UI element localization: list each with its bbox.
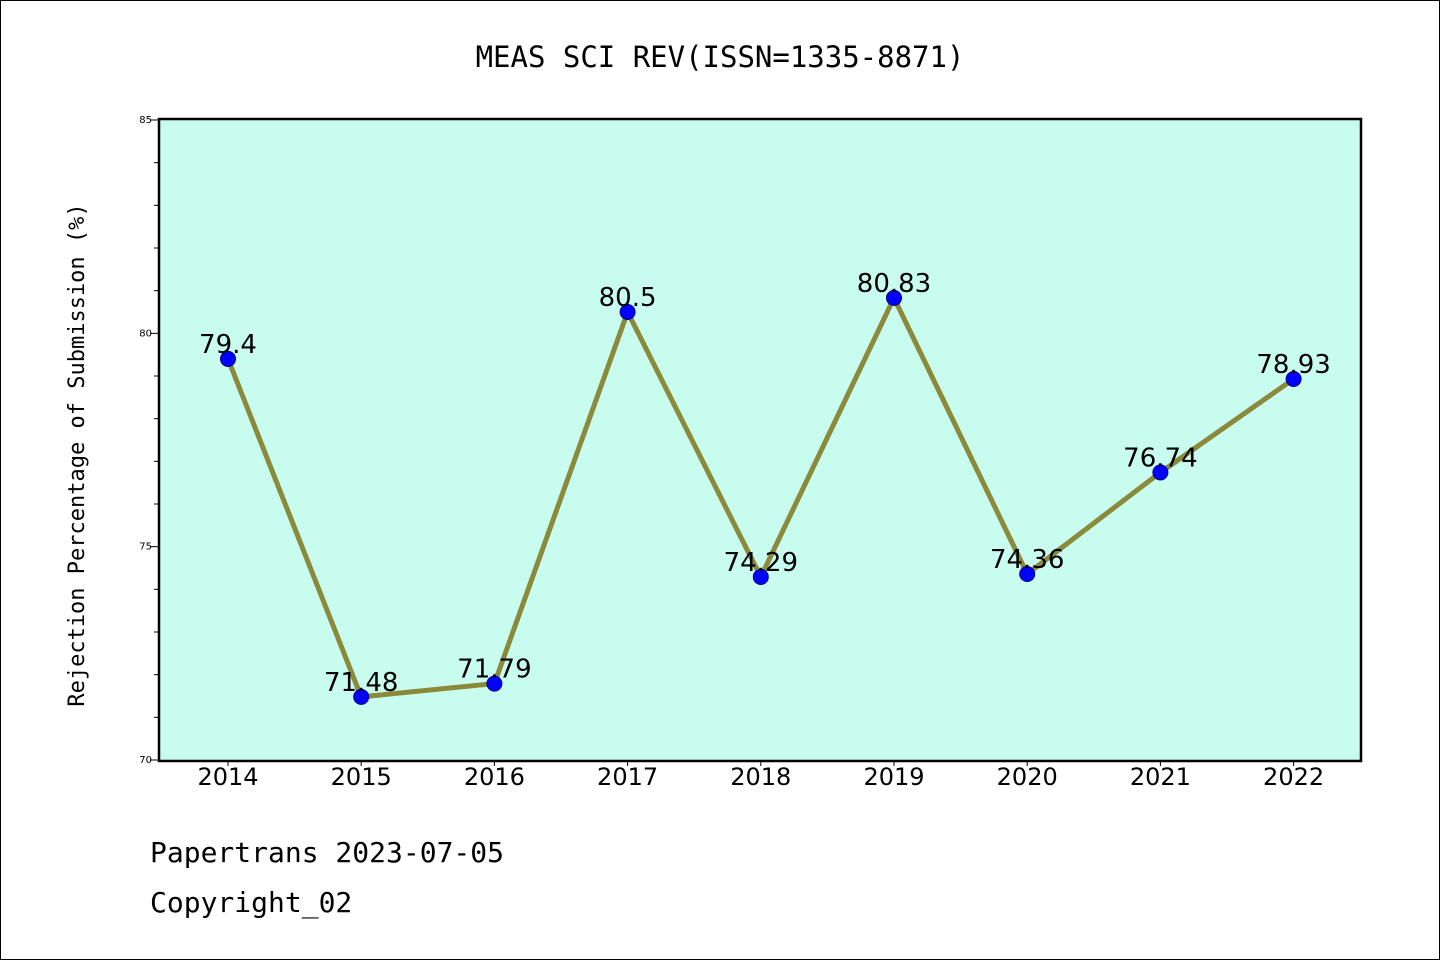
- data-label: 74.36: [990, 545, 1064, 575]
- y-tick-label: 75: [139, 542, 152, 553]
- data-point: [1285, 370, 1302, 387]
- data-label: 71.79: [457, 655, 531, 685]
- data-point: [486, 675, 503, 692]
- data-markers: [220, 289, 1302, 705]
- x-tick-label: 2022: [1263, 763, 1324, 791]
- chart-title: MEAS SCI REV(ISSN=1335-8871): [476, 40, 965, 74]
- x-tick-label: 2020: [997, 763, 1058, 791]
- plot-area: [157, 117, 1363, 763]
- y-axis-ticks: 70 75 80 85: [139, 115, 160, 766]
- x-tick-label: 2014: [197, 763, 258, 791]
- x-tick-label: 2015: [331, 763, 392, 791]
- x-tick-label: 2018: [730, 763, 791, 791]
- x-tick-label: 2016: [464, 763, 525, 791]
- data-labels: 79.4 71.48 71.79 80.5 74.29 80.83 74.36 76.74 78…: [199, 269, 1331, 698]
- data-point: [1019, 565, 1036, 582]
- data-point: [752, 568, 769, 585]
- data-point: [1152, 464, 1169, 481]
- x-tick-label: 2019: [863, 763, 924, 791]
- data-label: 74.29: [724, 548, 798, 578]
- data-label: 80.5: [599, 283, 657, 313]
- footer-date-text: Papertrans 2023-07-05: [150, 836, 505, 869]
- x-axis-ticks: 2014 2015 2016 2017 2018 2019 2020 2021 2022: [197, 760, 1324, 791]
- x-tick-label: 2017: [597, 763, 658, 791]
- data-label: 78.93: [1256, 350, 1330, 380]
- data-label: 76.74: [1123, 443, 1197, 473]
- data-point: [220, 350, 236, 367]
- data-point: [353, 688, 370, 705]
- data-point: [619, 304, 636, 320]
- y-tick-label: 70: [139, 755, 152, 766]
- data-label: 80.83: [857, 269, 931, 299]
- x-tick-label: 2021: [1130, 763, 1191, 791]
- footer-copyright-text: Copyright_02: [150, 886, 353, 919]
- data-label: 71.48: [324, 668, 398, 698]
- y-axis-label: Rejection Percentage of Submission (%): [65, 203, 90, 706]
- data-point: [886, 289, 902, 306]
- y-tick-label: 80: [139, 328, 152, 339]
- data-label: 79.4: [199, 330, 257, 360]
- y-tick-label: 85: [139, 115, 152, 126]
